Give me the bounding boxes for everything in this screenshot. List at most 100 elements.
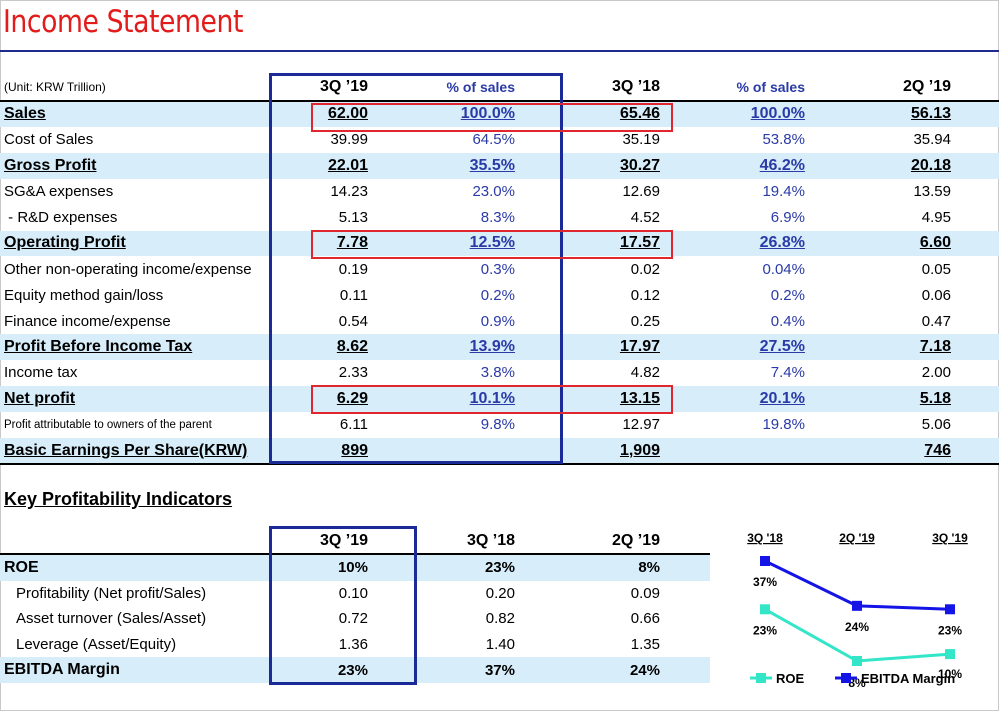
row-value: 2.33 [338,364,368,382]
kpi-column-header: 3Q ’19 [319,532,368,549]
table-row: Income tax 2.33 3.8% 4.82 7.4% 2.00 [0,360,999,386]
income-header-row: (Unit: KRW Trillion) 3Q ’19 % of sales 3Q ’… [0,74,999,100]
row-value: 17.57 [619,234,660,252]
x-tick-label: 3Q '18 [747,531,783,545]
row-value: 64.5% [472,131,515,149]
row-value: 7.78 [336,234,368,252]
row-label: Sales [4,104,46,122]
series-line [764,607,951,663]
table-row: Operating Profit 7.78 12.5% 17.57 26.8% 6.60 [0,230,999,257]
kpi-highlight-box-3q19 [269,526,417,685]
row-value: 8.62 [336,338,368,356]
row-value: 0.25 [630,312,660,330]
row-value: 0.12 [630,286,660,304]
column-header: % of sales [446,79,515,95]
row-value: 4.95 [921,209,951,227]
row-label: Cost of Sales [4,131,94,149]
row-value: 23.0% [472,183,515,201]
kpi-row-value: 8% [638,559,660,577]
row-value: 19.8% [762,416,805,434]
series-point [852,656,862,666]
row-label: SG&A expenses [4,183,114,201]
row-label: Finance income/expense [4,312,171,330]
row-value: 46.2% [759,156,805,174]
row-label: Net profit [4,389,76,407]
row-value: 0.54 [338,312,368,330]
column-header: 3Q ’18 [611,78,660,95]
row-value: 19.4% [762,183,805,201]
row-value: 30.27 [619,156,660,174]
row-value: 7.4% [770,364,805,382]
row-value: 0.11 [339,286,368,304]
row-value: 35.94 [913,131,951,149]
kpi-row: Asset turnover (Sales/Asset) 0.72 0.82 0.66 [0,606,710,632]
table-row: Other non-operating income/expense 0.19 0.… [0,256,999,282]
row-value: 53.8% [762,131,805,149]
x-tick-label: 2Q '19 [839,531,875,545]
table-row: Net profit 6.29 10.1% 13.15 20.1% 5.18 [0,385,999,412]
kpi-row-value: 0.09 [630,584,660,602]
kpi-row-value: 0.82 [485,610,515,628]
row-value: 100.0% [460,104,515,122]
x-tick-label: 3Q '19 [932,531,968,545]
row-value: 3.8% [480,364,515,382]
row-value: 35.5% [469,156,515,174]
row-value: 5.13 [338,209,368,227]
row-value [695,438,805,464]
row-value: 62.00 [327,104,368,122]
row-value: 5.18 [919,389,951,407]
row-value: 0.02 [630,260,660,278]
row-label: Gross Profit [4,156,97,174]
kpi-row-value: 1.36 [338,636,368,654]
data-label: 23% [753,623,777,637]
kpi-row-label: EBITDA Margin [4,661,120,679]
kpi-row-value: 0.10 [338,584,368,602]
table-rule [0,100,999,102]
table-row: Basic Earnings Per Share(KRW) 899 1,909 746 [0,437,999,464]
row-value: 12.97 [622,416,660,434]
row-value: 13.9% [469,338,515,356]
kpi-row: Leverage (Asset/Equity) 1.36 1.40 1.35 [0,632,710,658]
row-value: 7.18 [919,338,951,356]
series-point [945,604,955,615]
legend-swatch-marker [756,673,766,683]
column-header: % of sales [736,79,805,95]
kpi-header-row: 3Q ’19 3Q ’18 2Q ’19 [0,528,710,554]
kpi-row: ROE 10% 23% 8% [0,555,710,581]
row-value: 27.5% [759,338,805,356]
row-value: 26.8% [759,234,805,252]
row-value: 22.01 [327,156,368,174]
row-value: 17.97 [619,338,660,356]
kpi-row-value: 0.20 [485,584,515,602]
kpi-section-title: Key Profitability Indicators [4,489,233,509]
row-value: 12.5% [469,234,515,252]
row-label: Basic Earnings Per Share(KRW) [4,441,248,459]
kpi-row-value: 0.72 [338,610,368,628]
table-row: Equity method gain/loss 0.11 0.2% 0.12 0.2% 0… [0,282,999,308]
legend-label: EBITDA Margin [861,671,955,686]
row-label: - R&D expenses [4,209,118,227]
row-label: Profit attributable to owners of the par… [4,418,212,431]
highlight-box-3q19 [269,73,563,464]
row-value: 4.82 [630,364,660,382]
row-value: 0.19 [338,260,368,278]
table-row: - R&D expenses 5.13 8.3% 4.52 6.9% 4.95 [0,205,999,231]
series-point [852,600,862,611]
column-header: 2Q ’19 [902,78,951,95]
unit-label: (Unit: KRW Trillion) [4,80,106,94]
table-row: Cost of Sales 39.99 64.5% 35.19 53.8% 35.94 [0,127,999,153]
series-point [760,604,770,615]
row-value: 0.05 [921,260,951,278]
row-label: Other non-operating income/expense [4,260,252,278]
row-label: Profit Before Income Tax [4,338,193,356]
title-rule [0,50,999,52]
kpi-column-header: 2Q ’19 [611,532,660,549]
table-row: Sales 62.00 100.0% 65.46 100.0% 56.13 [0,101,999,127]
kpi-row: EBITDA Margin 23% 37% 24% [0,657,710,683]
row-value: 746 [924,441,951,459]
table-rule [0,463,999,465]
row-value: 100.0% [750,104,805,122]
row-value: 6.29 [336,389,368,407]
row-value: 14.23 [330,183,368,201]
